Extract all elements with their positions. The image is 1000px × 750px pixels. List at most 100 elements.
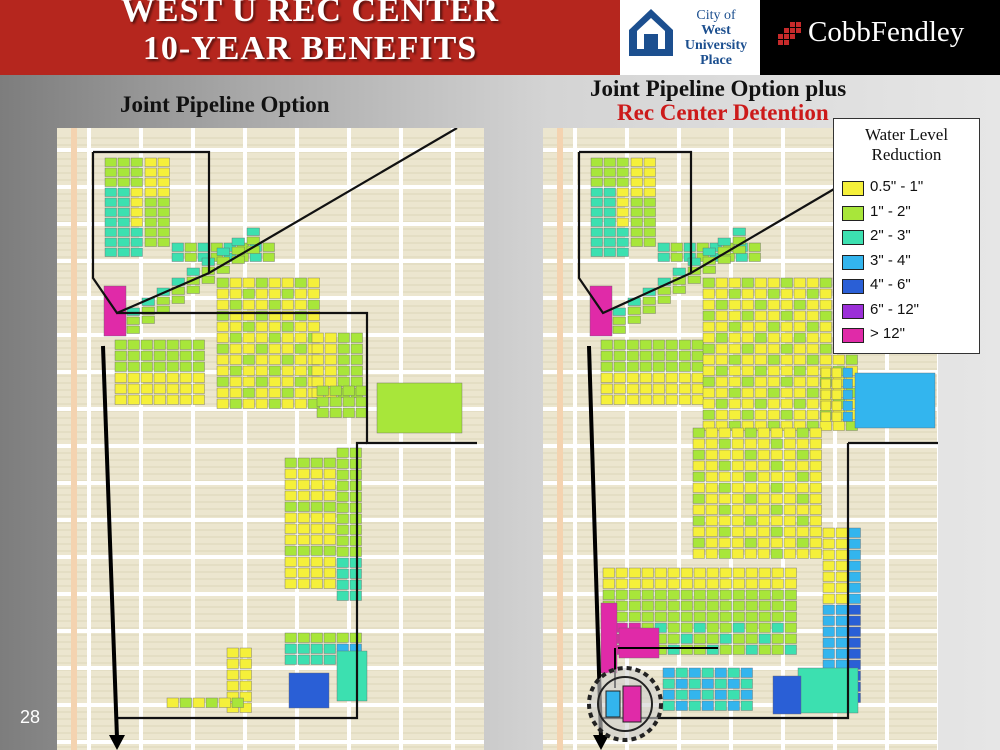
parcel <box>324 343 337 354</box>
parcel <box>186 267 200 276</box>
legend-item: 0.5" - 1" <box>842 177 977 199</box>
parcel <box>670 242 683 252</box>
parcel <box>691 383 704 394</box>
parcel <box>715 376 728 387</box>
parcel <box>310 534 323 545</box>
legend-label: 6" - 12" <box>870 300 920 318</box>
parcel <box>701 700 714 711</box>
street <box>57 740 484 744</box>
parcel <box>705 427 718 438</box>
parcel <box>757 504 770 515</box>
parcel <box>732 622 745 633</box>
parcel <box>702 354 715 365</box>
parcel <box>819 343 832 354</box>
parcel <box>336 590 349 601</box>
parcel <box>310 567 323 578</box>
parcel <box>719 611 732 622</box>
parcel <box>216 310 229 321</box>
parcel <box>822 593 835 604</box>
parcel <box>307 299 320 310</box>
parcel <box>731 460 744 471</box>
parcel <box>229 277 242 288</box>
parcel <box>613 339 626 350</box>
parcel <box>130 157 143 167</box>
parcel <box>770 493 783 504</box>
parcel <box>127 372 140 383</box>
parcel <box>780 354 793 365</box>
parcel <box>226 669 239 680</box>
parcel <box>718 493 731 504</box>
parcel <box>822 560 835 571</box>
parcel <box>732 600 745 611</box>
parcel <box>126 307 140 316</box>
parcel <box>806 321 819 332</box>
parcel <box>705 548 718 559</box>
parcel <box>705 493 718 504</box>
parcel <box>727 689 740 700</box>
parcel <box>835 604 848 615</box>
parcel <box>714 700 727 711</box>
parcel <box>297 512 310 523</box>
parcel <box>643 217 656 227</box>
parcel <box>822 604 835 615</box>
parcel <box>731 493 744 504</box>
parcel <box>692 471 705 482</box>
parcel <box>806 332 819 343</box>
main-road <box>557 128 563 750</box>
parcel <box>323 468 336 479</box>
parcel <box>255 288 268 299</box>
parcel <box>731 548 744 559</box>
parcel <box>179 394 192 405</box>
parcel <box>675 678 688 689</box>
parcel <box>657 242 670 252</box>
parcel <box>205 697 218 708</box>
parcel <box>226 680 239 691</box>
parcel <box>130 167 143 177</box>
parcel <box>767 354 780 365</box>
parcel <box>336 447 349 458</box>
parcel <box>140 372 153 383</box>
parcel <box>297 490 310 501</box>
parcel <box>310 457 323 468</box>
parcel <box>231 246 245 255</box>
parcel <box>166 361 179 372</box>
parcel <box>757 427 770 438</box>
parcel <box>654 578 667 589</box>
legend-item: > 12" <box>842 324 977 346</box>
parcel <box>770 537 783 548</box>
parcel <box>643 177 656 187</box>
slide-title-line2: 10-YEAR BENEFITS <box>142 30 478 67</box>
parcel <box>822 571 835 582</box>
parcel <box>130 177 143 187</box>
parcel <box>780 387 793 398</box>
parcel <box>144 217 157 227</box>
parcel <box>643 167 656 177</box>
parcel <box>255 277 268 288</box>
parcel <box>652 339 665 350</box>
parcel <box>806 409 819 420</box>
parcel <box>819 332 832 343</box>
parcel <box>744 548 757 559</box>
parcel <box>130 247 143 257</box>
parcel <box>268 343 281 354</box>
parcel <box>758 567 771 578</box>
parcel <box>615 611 628 622</box>
parcel <box>770 548 783 559</box>
parcel <box>117 167 130 177</box>
parcel <box>654 611 667 622</box>
parcel <box>848 538 861 549</box>
parcel <box>104 227 117 237</box>
parcel <box>307 310 320 321</box>
parcel <box>642 305 656 314</box>
parcel <box>652 383 665 394</box>
parcel <box>728 321 741 332</box>
parcel <box>754 288 767 299</box>
parcel <box>809 427 822 438</box>
parcel <box>715 409 728 420</box>
parcel <box>229 365 242 376</box>
parcel <box>819 354 832 365</box>
parcel <box>144 167 157 177</box>
legend-swatch <box>842 279 864 294</box>
parcel <box>718 460 731 471</box>
parcel <box>691 394 704 405</box>
